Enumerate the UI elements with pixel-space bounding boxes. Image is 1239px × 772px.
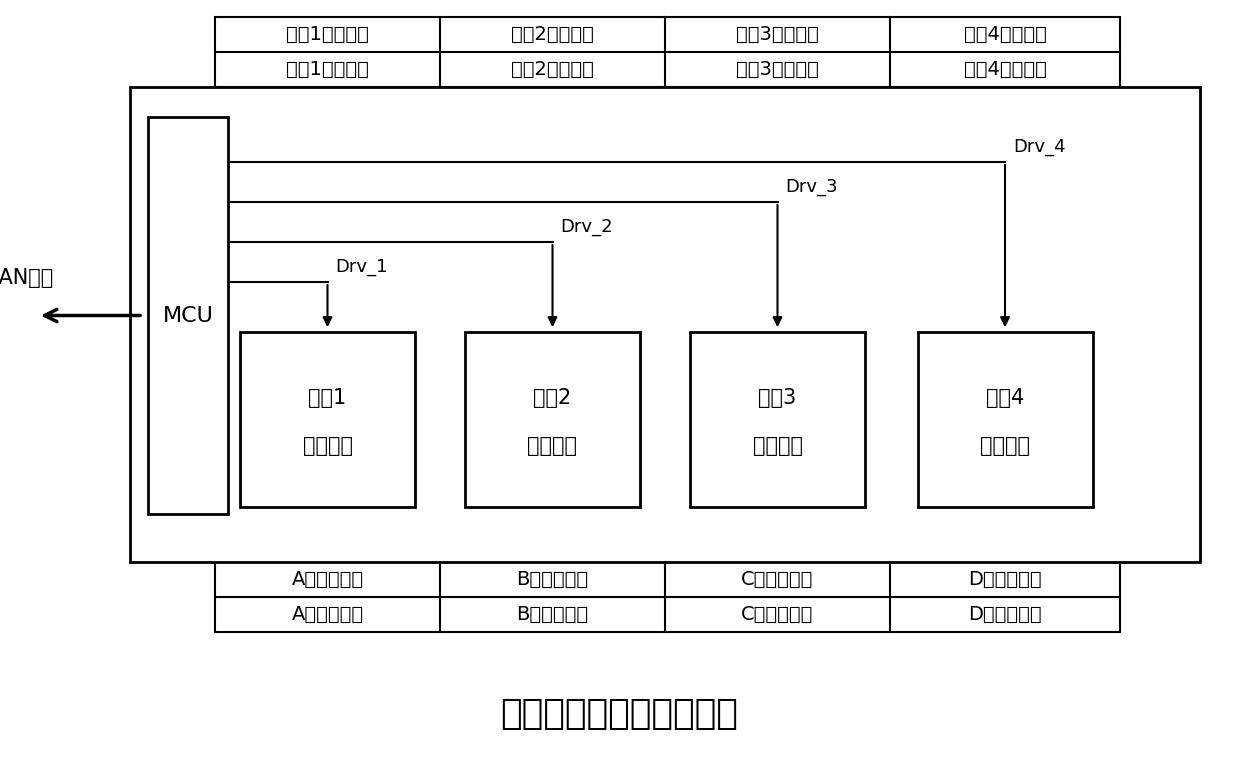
Text: MCU: MCU xyxy=(162,306,213,326)
Text: 切换矩阵: 切换矩阵 xyxy=(752,435,803,455)
Text: CAN通信: CAN通信 xyxy=(0,268,55,287)
Text: 模组2: 模组2 xyxy=(533,388,571,408)
Bar xyxy=(240,332,415,507)
Bar xyxy=(690,332,865,507)
Text: 模组1负端输入: 模组1负端输入 xyxy=(286,25,369,44)
Text: 切换矩阵: 切换矩阵 xyxy=(528,435,577,455)
Text: Drv_2: Drv_2 xyxy=(560,218,613,236)
Text: 功率支援切换模块框架图: 功率支援切换模块框架图 xyxy=(501,697,738,731)
Text: Drv_4: Drv_4 xyxy=(1014,138,1066,156)
Text: 模组4: 模组4 xyxy=(986,388,1025,408)
Text: B枪负端输出: B枪负端输出 xyxy=(517,570,589,589)
Bar xyxy=(465,332,641,507)
Text: C枪正端输出: C枪正端输出 xyxy=(741,605,814,624)
Text: 模组2负端输入: 模组2负端输入 xyxy=(510,25,593,44)
Text: 模组1: 模组1 xyxy=(309,388,347,408)
Text: D枪正端输出: D枪正端输出 xyxy=(968,605,1042,624)
Bar xyxy=(216,17,1120,87)
Text: A枪负端输出: A枪负端输出 xyxy=(291,570,363,589)
Text: 模组1正端输入: 模组1正端输入 xyxy=(286,60,369,79)
Text: Drv_1: Drv_1 xyxy=(336,258,388,276)
Bar xyxy=(130,87,1201,562)
Text: D枪负端输出: D枪负端输出 xyxy=(968,570,1042,589)
Text: 切换矩阵: 切换矩阵 xyxy=(302,435,353,455)
Text: 模组3正端输入: 模组3正端输入 xyxy=(736,60,819,79)
Text: 模组3负端输入: 模组3负端输入 xyxy=(736,25,819,44)
Text: B枪正端输出: B枪正端输出 xyxy=(517,605,589,624)
Text: 模组3: 模组3 xyxy=(758,388,797,408)
Bar xyxy=(918,332,1093,507)
Text: 模组4负端输入: 模组4负端输入 xyxy=(964,25,1047,44)
Text: 切换矩阵: 切换矩阵 xyxy=(980,435,1030,455)
Text: A枪正端输出: A枪正端输出 xyxy=(291,605,363,624)
Text: Drv_3: Drv_3 xyxy=(786,178,838,196)
Text: 模组2正端输入: 模组2正端输入 xyxy=(510,60,593,79)
Text: C枪负端输出: C枪负端输出 xyxy=(741,570,814,589)
Bar xyxy=(216,562,1120,632)
Text: 模组4正端输入: 模组4正端输入 xyxy=(964,60,1047,79)
Bar xyxy=(147,117,228,514)
